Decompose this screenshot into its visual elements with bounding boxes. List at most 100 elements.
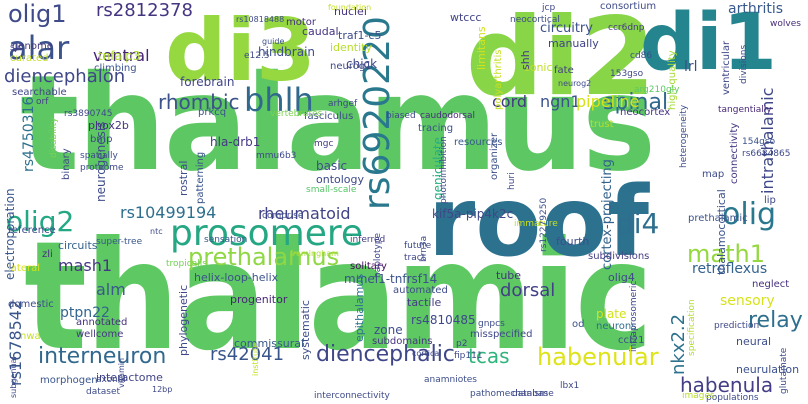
word: wellcome	[76, 329, 124, 340]
word: intraprosomeric	[629, 280, 639, 352]
word: proteome	[80, 163, 124, 173]
word: rs4750316	[21, 96, 37, 172]
word: motor	[286, 17, 317, 28]
word: identity	[330, 41, 372, 54]
word: rhombic	[158, 90, 240, 114]
word: framingham	[290, 249, 339, 258]
word: rs12279250	[539, 197, 549, 252]
word: searchable	[12, 87, 67, 98]
word: limitans	[475, 26, 488, 70]
word: neocortex	[620, 107, 671, 118]
word: database	[512, 389, 554, 399]
word: ventral	[93, 46, 150, 65]
word: biased	[386, 111, 416, 121]
word: thalamic	[24, 210, 653, 384]
word: rs6684865	[742, 149, 791, 159]
word: diencephalon	[4, 66, 126, 87]
word: disability	[49, 117, 59, 159]
word: tangentially	[718, 105, 772, 115]
word: high-quality	[667, 50, 678, 110]
word: immature	[514, 219, 558, 229]
word: cord	[492, 92, 528, 111]
word: nwa	[20, 331, 41, 342]
word: lateral	[8, 263, 40, 274]
word: phylogenetic	[177, 284, 190, 356]
word: circuitry	[540, 21, 593, 36]
word: prethalamus	[188, 243, 340, 271]
word: reference	[8, 225, 56, 236]
word: subdivisions	[588, 251, 650, 262]
word: alm	[96, 280, 126, 299]
word: vertebrates	[270, 109, 323, 119]
word: haplotype	[373, 232, 383, 278]
word: gnpcs	[478, 319, 505, 329]
word: rs3890745	[64, 109, 113, 119]
word: polyarthritis	[493, 49, 504, 110]
word: diencephalic	[316, 342, 455, 367]
word: di1	[640, 0, 777, 88]
word: spinal	[603, 90, 669, 115]
word: olig1	[8, 0, 67, 28]
word: forebrain	[180, 75, 235, 89]
word: thalamus	[20, 47, 656, 201]
word: wtccc	[450, 11, 482, 24]
word: neurog1	[330, 61, 372, 72]
word: genome	[12, 41, 53, 52]
word: neurog2	[558, 79, 592, 88]
word: sensory	[720, 293, 775, 309]
word: chick	[346, 57, 378, 71]
word: neocortical	[510, 15, 560, 25]
word: ccr6dnp	[608, 23, 645, 33]
word: map	[702, 169, 725, 180]
word: axonal	[96, 375, 126, 385]
word: lip	[764, 195, 776, 206]
word: mgc	[314, 139, 334, 149]
word: epithalamus	[353, 273, 366, 342]
word: systematic	[299, 300, 312, 360]
word: mmel1-tnfrsf14	[344, 272, 438, 286]
word: future	[404, 241, 432, 251]
word: 153gso	[610, 69, 644, 79]
word: p2	[456, 339, 468, 349]
word: small-scale	[306, 185, 357, 195]
word: circuits	[58, 239, 98, 252]
word: ontology	[316, 173, 365, 186]
word: neglect	[752, 279, 790, 290]
word: wolves	[770, 19, 801, 29]
word: roof	[428, 166, 650, 278]
word: rs2812378	[96, 0, 193, 21]
word: fate	[554, 65, 574, 76]
word: glutamate	[779, 347, 789, 394]
word: neurulation	[736, 363, 800, 376]
word: commissural	[234, 337, 305, 350]
word: comprise	[262, 211, 304, 221]
word: di4	[616, 207, 660, 240]
word: annotated	[76, 317, 128, 328]
word: ngn1	[540, 92, 581, 111]
word: arthritis	[728, 1, 784, 17]
word: ntc	[150, 227, 163, 236]
word: arhgef	[328, 99, 358, 109]
word: foundation	[328, 3, 372, 12]
word: relay	[748, 308, 803, 333]
word: ptpn22	[60, 305, 110, 321]
word: e12.5	[244, 51, 270, 61]
word: di2	[466, 0, 656, 120]
word: phox2b	[88, 119, 129, 132]
word: olig	[722, 197, 777, 232]
word: photoinhibition	[439, 136, 449, 204]
word: interactome	[96, 371, 163, 384]
word: tactile	[407, 296, 442, 309]
word: populations	[706, 393, 759, 403]
word: tube	[496, 269, 522, 282]
word: rs4810485	[411, 313, 476, 327]
word: lrl	[684, 59, 698, 75]
word: sensation	[204, 235, 248, 245]
word: zone	[374, 323, 403, 337]
word: orf	[36, 97, 49, 107]
word: prediction	[714, 321, 760, 331]
word: specification	[687, 299, 697, 356]
word: sjc	[10, 43, 23, 53]
word: alar	[8, 29, 70, 67]
word: 12bp	[152, 385, 173, 394]
